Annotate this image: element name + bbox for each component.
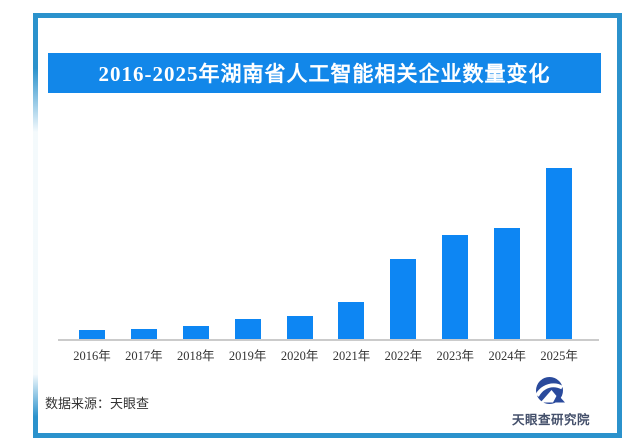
chart-title-banner: 2016-2025年湖南省人工智能相关企业数量变化 (48, 53, 601, 93)
tianyancha-logo-icon (535, 377, 565, 404)
x-axis-labels: 2016年 2017年 2018年 2019年 2020年 2021年 2022年 2023年… (66, 345, 585, 364)
x-axis-label: 2019年 (228, 349, 267, 363)
bar-slot (118, 164, 170, 339)
bar-chart (66, 164, 585, 339)
bar-slot (429, 164, 481, 339)
x-axis-label: 2020年 (280, 349, 319, 363)
bar-2021年 (338, 302, 365, 339)
x-axis-label: 2016年 (73, 349, 111, 363)
bar-2018年 (182, 326, 209, 339)
frame-border-left (33, 13, 38, 438)
publisher-name: 天眼查研究院 (511, 413, 590, 427)
frame-border-bottom (33, 433, 622, 438)
x-axis-label: 2021年 (332, 349, 371, 363)
bar-2016年 (78, 330, 105, 339)
bar-slot (533, 164, 585, 339)
publisher-logo: 天眼查研究院 (509, 376, 593, 428)
bar-2020年 (286, 316, 313, 339)
frame-border-top (33, 13, 622, 18)
bar-2025年 (546, 168, 573, 339)
bar-slot (326, 164, 378, 339)
bar-slot (170, 164, 222, 339)
bar-2023年 (442, 235, 469, 339)
bar-slot (274, 164, 326, 339)
x-axis-line (58, 339, 599, 341)
x-axis-label: 2024年 (488, 349, 526, 363)
bar-slot (481, 164, 533, 339)
data-source-label: 数据来源：天眼查 (45, 396, 150, 411)
frame-border-right (617, 13, 622, 438)
bar-slot (222, 164, 274, 339)
chart-title: 2016-2025年湖南省人工智能相关企业数量变化 (98, 62, 551, 86)
bar-slot (377, 164, 429, 339)
x-axis-label: 2025年 (540, 349, 578, 363)
x-axis-label: 2018年 (177, 349, 215, 363)
bar-2019年 (234, 319, 261, 339)
bar-2024年 (494, 228, 521, 339)
bar-2017年 (130, 329, 157, 339)
bar-slot (66, 164, 118, 339)
bar-2022年 (390, 259, 417, 339)
x-axis-label: 2017年 (125, 349, 163, 363)
x-axis-label: 2022年 (384, 349, 423, 363)
x-axis-label: 2023年 (436, 349, 475, 363)
